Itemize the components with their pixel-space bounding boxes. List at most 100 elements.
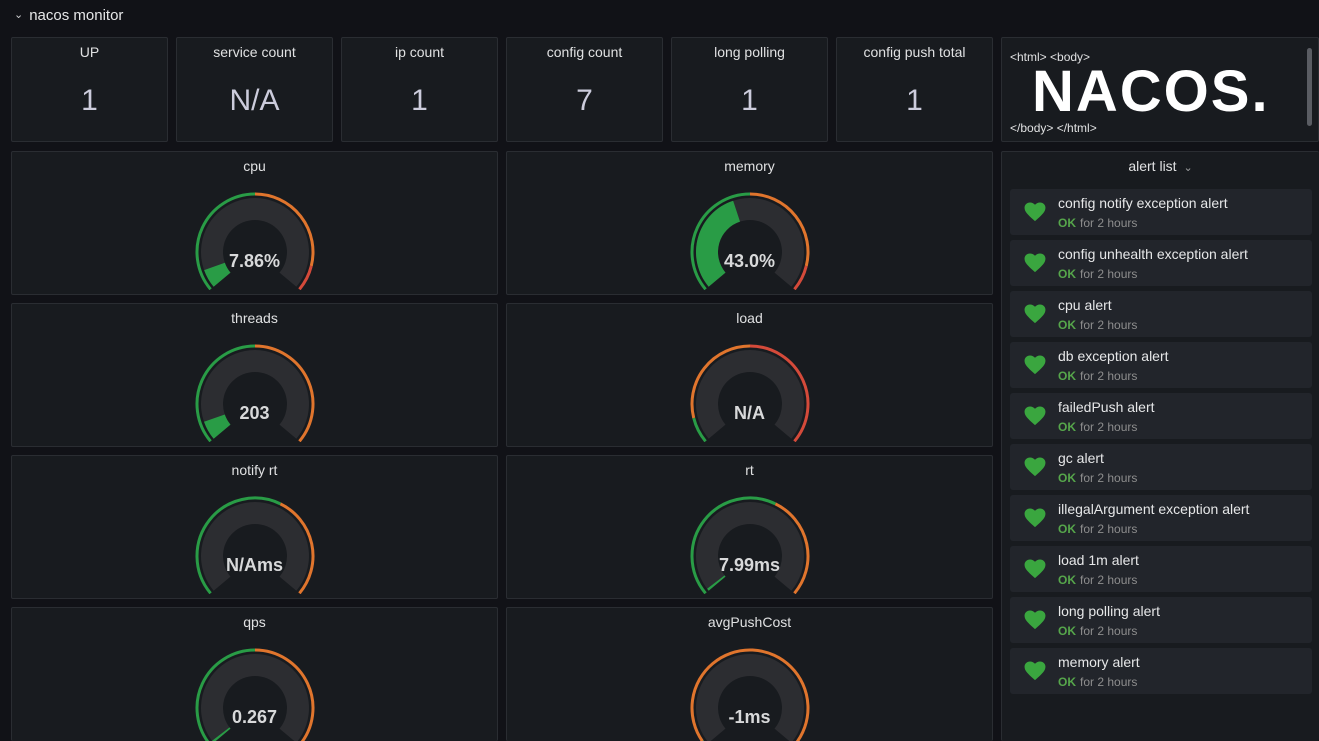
alert-state: OK for 2 hours <box>1058 471 1137 485</box>
alert-list-header[interactable]: alert list ⌄ <box>1002 158 1319 174</box>
panel-title: memory <box>507 158 992 174</box>
alert-duration: for 2 hours <box>1080 369 1137 383</box>
alert-list-item[interactable]: failedPush alert OK for 2 hours <box>1010 393 1312 439</box>
panel-title: ip count <box>342 44 497 60</box>
alert-duration: for 2 hours <box>1080 318 1137 332</box>
heart-icon <box>1024 355 1046 375</box>
alert-name: memory alert <box>1058 654 1140 670</box>
gauge-value: N/Ams <box>12 555 497 576</box>
html-logo-panel[interactable]: <html> <body> NACOS. </body> </html> <box>1001 37 1319 142</box>
heart-icon <box>1024 661 1046 681</box>
panel-title: config push total <box>837 44 992 60</box>
gauge-value: N/A <box>507 403 992 424</box>
alert-name: cpu alert <box>1058 297 1112 313</box>
gauge-cpu <box>185 190 325 290</box>
alert-list-item[interactable]: gc alert OK for 2 hours <box>1010 444 1312 490</box>
gauge-panel-notify-rt[interactable]: notify rt N/Ams <box>11 455 498 599</box>
alert-duration: for 2 hours <box>1080 522 1137 536</box>
html-close-tags: </body> </html> <box>1010 121 1097 135</box>
alert-name: db exception alert <box>1058 348 1169 364</box>
panel-title: notify rt <box>12 462 497 478</box>
panel-title: load <box>507 310 992 326</box>
alert-name: long polling alert <box>1058 603 1160 619</box>
alert-list-item[interactable]: long polling alert OK for 2 hours <box>1010 597 1312 643</box>
alert-list-item[interactable]: memory alert OK for 2 hours <box>1010 648 1312 694</box>
alert-state: OK for 2 hours <box>1058 420 1137 434</box>
gauge-panel-avgpushcost[interactable]: avgPushCost -1ms <box>506 607 993 741</box>
alert-list-panel[interactable]: alert list ⌄ config notify exception ale… <box>1001 151 1319 741</box>
gauge-value: 7.99ms <box>507 555 992 576</box>
stat-value: N/A <box>177 84 332 118</box>
alert-state-label: OK <box>1058 267 1076 281</box>
panel-title: long polling <box>672 44 827 60</box>
alert-state-label: OK <box>1058 420 1076 434</box>
gauge-value: 203 <box>12 403 497 424</box>
panel-scrollbar[interactable] <box>1307 48 1312 126</box>
alert-duration: for 2 hours <box>1080 624 1137 638</box>
gauge-value: 7.86% <box>12 251 497 272</box>
gauge-panel-memory[interactable]: memory 43.0% <box>506 151 993 295</box>
alert-state: OK for 2 hours <box>1058 675 1137 689</box>
row-title: nacos monitor <box>29 7 123 24</box>
alert-state-label: OK <box>1058 522 1076 536</box>
alert-duration: for 2 hours <box>1080 216 1137 230</box>
stat-panel-long-polling[interactable]: long polling 1 <box>671 37 828 142</box>
gauge-value: 43.0% <box>507 251 992 272</box>
alert-state-label: OK <box>1058 216 1076 230</box>
alert-list-item[interactable]: config notify exception alert OK for 2 hou… <box>1010 189 1312 235</box>
gauge-track <box>201 502 309 591</box>
nacos-logo: NACOS. <box>1032 62 1270 122</box>
stat-panel-ip-count[interactable]: ip count 1 <box>341 37 498 142</box>
gauge-value: -1ms <box>507 707 992 728</box>
alert-state: OK for 2 hours <box>1058 318 1137 332</box>
heart-icon <box>1024 253 1046 273</box>
alert-name: load 1m alert <box>1058 552 1139 568</box>
alert-list: config notify exception alert OK for 2 hou… <box>1010 189 1312 699</box>
panel-title: threads <box>12 310 497 326</box>
gauge-panel-cpu[interactable]: cpu 7.86% <box>11 151 498 295</box>
heart-icon <box>1024 508 1046 528</box>
heart-icon <box>1024 610 1046 630</box>
stat-value: 1 <box>672 84 827 118</box>
alert-list-item[interactable]: db exception alert OK for 2 hours <box>1010 342 1312 388</box>
alert-list-title: alert list <box>1128 158 1176 174</box>
gauge-value-fill <box>696 201 740 287</box>
alert-name: illegalArgument exception alert <box>1058 501 1249 517</box>
alert-list-item[interactable]: illegalArgument exception alert OK for 2 h… <box>1010 495 1312 541</box>
stat-panel-service-count[interactable]: service count N/A <box>176 37 333 142</box>
alert-list-item[interactable]: load 1m alert OK for 2 hours <box>1010 546 1312 592</box>
row-header-nacos-monitor[interactable]: ⌄ nacos monitor <box>14 5 123 25</box>
stat-panel-config-push-total[interactable]: config push total 1 <box>836 37 993 142</box>
alert-state: OK for 2 hours <box>1058 573 1137 587</box>
stat-value: 1 <box>837 84 992 118</box>
gauge-track <box>696 350 804 439</box>
alert-list-item[interactable]: config unhealth exception alert OK for 2 h… <box>1010 240 1312 286</box>
alert-list-item[interactable]: cpu alert OK for 2 hours <box>1010 291 1312 337</box>
heart-icon <box>1024 406 1046 426</box>
alert-name: gc alert <box>1058 450 1104 466</box>
stat-value: 1 <box>12 84 167 118</box>
panel-title: avgPushCost <box>507 614 992 630</box>
gauge-panel-threads[interactable]: threads 203 <box>11 303 498 447</box>
alert-state-label: OK <box>1058 573 1076 587</box>
gauge-panel-rt[interactable]: rt 7.99ms <box>506 455 993 599</box>
alert-name: config unhealth exception alert <box>1058 246 1248 262</box>
alert-state-label: OK <box>1058 624 1076 638</box>
alert-state-label: OK <box>1058 318 1076 332</box>
stat-panel-up[interactable]: UP 1 <box>11 37 168 142</box>
alert-name: failedPush alert <box>1058 399 1155 415</box>
gauge-panel-qps[interactable]: qps 0.267 <box>11 607 498 741</box>
gauge-load <box>680 342 820 442</box>
alert-state: OK for 2 hours <box>1058 522 1137 536</box>
gauge-notify-rt <box>185 494 325 594</box>
gauge-panel-load[interactable]: load N/A <box>506 303 993 447</box>
alert-duration: for 2 hours <box>1080 267 1137 281</box>
alert-state-label: OK <box>1058 369 1076 383</box>
alert-state: OK for 2 hours <box>1058 216 1137 230</box>
chevron-down-icon: ⌄ <box>14 8 23 21</box>
heart-icon <box>1024 202 1046 222</box>
alert-state: OK for 2 hours <box>1058 369 1137 383</box>
panel-title: config count <box>507 44 662 60</box>
stat-panel-config-count[interactable]: config count 7 <box>506 37 663 142</box>
stat-value: 7 <box>507 84 662 118</box>
